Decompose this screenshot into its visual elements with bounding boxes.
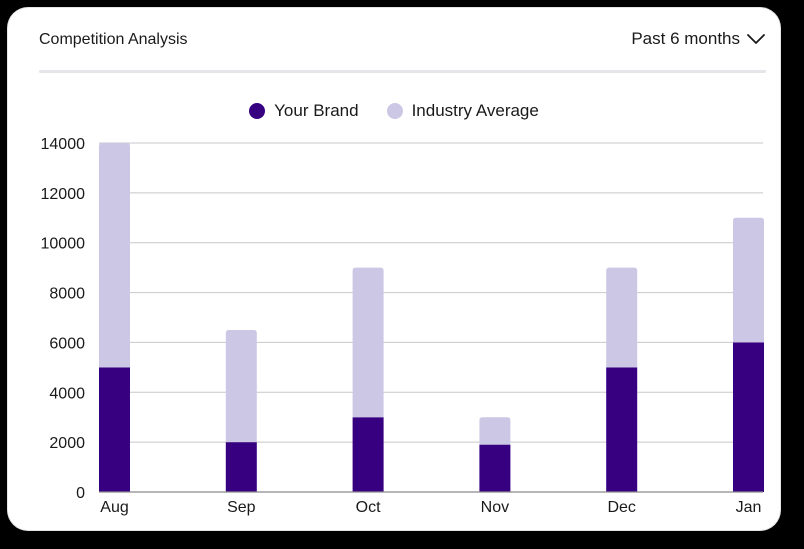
chevron-down-icon: [746, 33, 766, 45]
bar-industry-average: [99, 143, 130, 368]
legend-item-industry-average[interactable]: Industry Average: [386, 101, 539, 121]
bar-your-brand: [225, 442, 257, 492]
bar-your-brand: [606, 367, 638, 492]
time-range-dropdown[interactable]: Past 6 months: [631, 29, 766, 49]
x-tick-label: Jan: [736, 499, 762, 516]
x-tick-label: Sep: [227, 499, 256, 516]
chart-legend: Your Brand Industry Average: [8, 101, 780, 121]
x-tick-label: Nov: [481, 499, 509, 516]
legend-item-your-brand[interactable]: Your Brand: [249, 101, 359, 121]
x-tick-label: Dec: [607, 499, 635, 516]
legend-dot-industry-average: [386, 103, 403, 119]
stacked-bar-chart: 0 2000 4000 6000 8000 10000 12000 14000 Aug Sep Oc…: [41, 136, 764, 516]
bar-industry-average: [733, 217, 764, 343]
bar-industry-average: [352, 267, 384, 418]
legend-dot-your-brand: [249, 103, 266, 119]
legend-label-your-brand: Your Brand: [274, 101, 359, 120]
y-tick-label: 0: [76, 485, 85, 502]
y-tick-label: 2000: [49, 435, 85, 452]
card-title: Competition Analysis: [39, 31, 188, 48]
y-tick-label: 4000: [49, 385, 85, 402]
bar-your-brand: [733, 342, 764, 492]
bar-your-brand: [479, 444, 511, 492]
bar-your-brand: [352, 417, 384, 492]
legend-label-industry-average: Industry Average: [411, 101, 539, 120]
competition-analysis-card: Competition Analysis Past 6 months Your …: [8, 8, 780, 530]
bar-your-brand: [99, 367, 130, 492]
x-tick-label: Aug: [100, 499, 128, 516]
header-divider: [39, 70, 766, 73]
time-range-label: Past 6 months: [631, 29, 740, 48]
y-tick-label: 8000: [49, 286, 85, 303]
bar-industry-average: [225, 329, 257, 443]
y-tick-label: 6000: [49, 335, 85, 352]
y-tick-label: 14000: [41, 136, 86, 153]
y-tick-label: 10000: [41, 236, 86, 253]
bar-industry-average: [479, 417, 511, 445]
x-tick-label: Oct: [356, 499, 381, 516]
bar-industry-average: [606, 267, 638, 368]
y-tick-label: 12000: [41, 186, 86, 203]
